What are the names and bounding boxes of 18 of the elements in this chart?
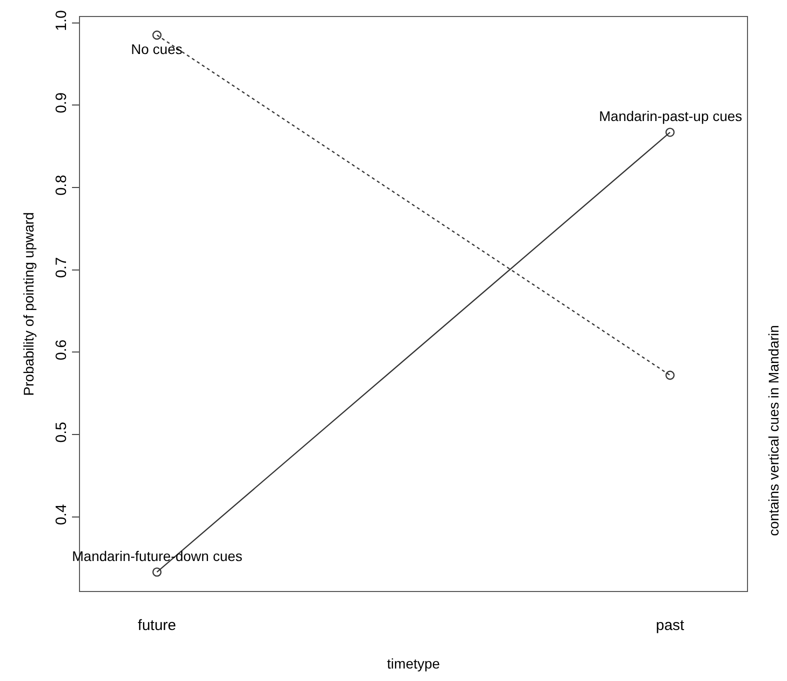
point (665, 370, 675, 380)
y-tick-label: 0.7 (53, 257, 70, 278)
annotation: No cues (131, 41, 182, 57)
y-tick-label: 1.0 (53, 10, 70, 31)
x-tick-label: past (656, 617, 686, 634)
y-tick-label: 0.4 (53, 504, 70, 526)
x-tick-label: future (138, 617, 176, 634)
point (152, 30, 162, 40)
x-axis-title: timetype (387, 655, 440, 672)
point (665, 128, 675, 137)
y-tick-label: 0.5 (53, 422, 70, 443)
y-tick-label: 0.6 (53, 340, 70, 360)
y-tick-label: 0.8 (53, 174, 70, 196)
point (152, 567, 162, 577)
y-axis-title: Probability of pointing upward (20, 212, 37, 396)
y2-axis-title: contains vertical cues in Mandarin (765, 325, 782, 536)
annotation: Mandarin-past-up cues (599, 108, 742, 124)
y-tick-label: 0.9 (53, 92, 70, 114)
